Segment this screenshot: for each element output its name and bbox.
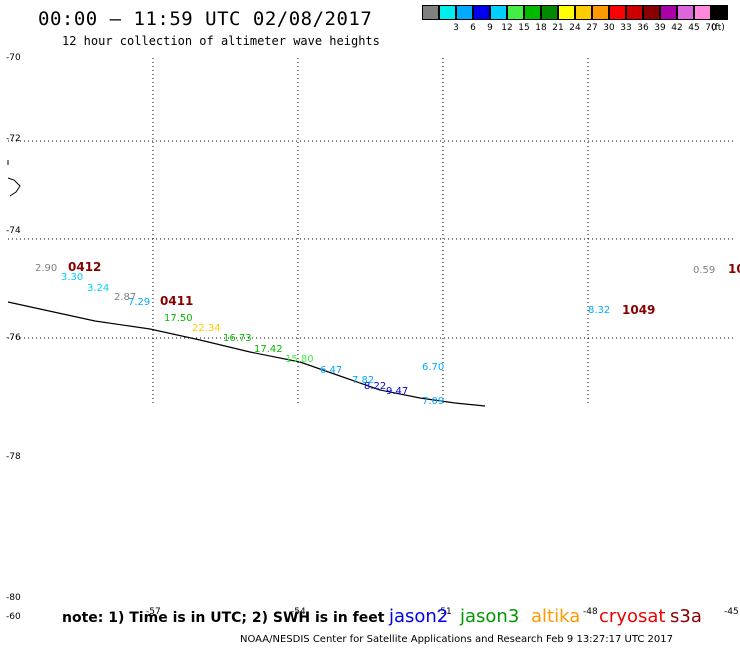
satellite-name: altika	[531, 606, 581, 627]
longitude-label: -45	[724, 607, 739, 617]
wave-height-value: 2.87	[114, 292, 136, 303]
legend-swatch	[439, 5, 456, 20]
longitude-label: -48	[583, 607, 598, 617]
legend-label: 27	[586, 23, 598, 33]
wave-height-value: 22.34	[192, 323, 221, 334]
legend-label: 24	[569, 23, 581, 33]
legend-label: 21	[552, 23, 564, 33]
legend-label: 36	[637, 23, 649, 33]
wave-height-value: 7.09	[422, 396, 444, 407]
latitude-label: -78	[6, 452, 21, 462]
legend-swatch	[456, 5, 473, 20]
satellite-name: jason2	[389, 606, 449, 627]
wave-height-value: 3.24	[87, 283, 109, 294]
longitude-label: -57	[146, 607, 161, 617]
longitude-label: -54	[291, 607, 306, 617]
legend-swatch	[592, 5, 609, 20]
legend-unit: (ft)	[711, 23, 725, 33]
satellite-name: jason3	[460, 606, 520, 627]
legend-label: 39	[654, 23, 666, 33]
legend-swatch	[422, 5, 439, 20]
wave-height-value: 7.82	[352, 375, 374, 386]
legend-label: 9	[487, 23, 493, 33]
legend-swatch	[490, 5, 507, 20]
pass-time-label: 0412	[68, 260, 101, 274]
legend-swatch	[694, 5, 711, 20]
map-subtitle: 12 hour collection of altimeter wave hei…	[62, 34, 380, 48]
credit-line: NOAA/NESDIS Center for Satellite Applica…	[240, 634, 673, 645]
wave-height-value: 17.42	[254, 344, 283, 355]
legend-label: 15	[518, 23, 530, 33]
legend-swatch	[643, 5, 660, 20]
ice-shelf-edge	[7, 301, 486, 407]
pass-time-label: 10	[728, 262, 740, 276]
wave-height-value: 8.32	[588, 305, 610, 316]
wave-height-value: 0.59	[693, 265, 715, 276]
pass-time-label: 1049	[622, 303, 655, 317]
coastline	[7, 177, 21, 197]
legend-label: 33	[620, 23, 632, 33]
legend-swatch	[473, 5, 490, 20]
wave-height-value: 17.50	[164, 313, 193, 324]
wave-height-value: 15.80	[285, 354, 314, 365]
legend-swatch	[507, 5, 524, 20]
legend-swatch	[524, 5, 541, 20]
latitude-label: -60	[6, 612, 21, 622]
legend-swatch	[541, 5, 558, 20]
legend-label: 45	[688, 23, 700, 33]
units-note: note: 1) Time is in UTC; 2) SWH is in fe…	[62, 610, 385, 626]
legend-swatch	[575, 5, 592, 20]
map-title: 00:00 — 11:59 UTC 02/08/2017	[38, 8, 373, 30]
wave-height-value: 16.73	[223, 333, 252, 344]
legend-label: 6	[470, 23, 476, 33]
legend-label: 18	[535, 23, 547, 33]
wave-height-value: 8.22	[364, 381, 386, 392]
legend-label: 70	[705, 23, 717, 33]
legend-swatch	[660, 5, 677, 20]
legend-label: 12	[501, 23, 513, 33]
pass-time-label: 0411	[160, 294, 193, 308]
wave-height-value: 9.47	[386, 386, 408, 397]
wave-height-value: 6.47	[320, 365, 342, 376]
legend-swatch	[609, 5, 626, 20]
legend-swatch	[677, 5, 694, 20]
legend-swatch	[711, 5, 728, 20]
wave-height-value: 3.30	[61, 272, 83, 283]
latitude-label: -70	[6, 53, 21, 63]
satellite-name: s3a	[670, 606, 702, 627]
wave-height-value: 2.90	[35, 263, 57, 274]
legend-label: 3	[453, 23, 459, 33]
wave-height-value: 7.29	[128, 297, 150, 308]
legend-label: 42	[671, 23, 683, 33]
wave-height-value: 6.70	[422, 362, 444, 373]
satellite-name: cryosat	[599, 606, 666, 627]
legend-label: 30	[603, 23, 615, 33]
latitude-label: -76	[6, 333, 21, 343]
legend-swatch	[558, 5, 575, 20]
longitude-label: -51	[437, 607, 452, 617]
latitude-label: -80	[6, 593, 21, 603]
legend-swatch	[626, 5, 643, 20]
latitude-label: -72	[6, 134, 21, 144]
latitude-label: -74	[6, 226, 21, 236]
